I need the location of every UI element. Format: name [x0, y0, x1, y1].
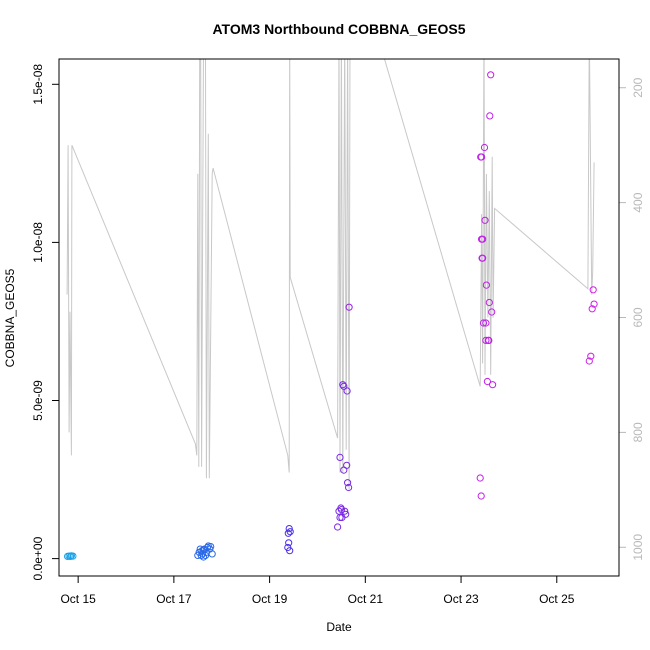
- secondary-axis-line-layer: [66, 59, 595, 490]
- secondary-series-line: [66, 59, 595, 490]
- data-point: [479, 319, 488, 327]
- data-point: [340, 382, 348, 390]
- data-point: [343, 461, 351, 469]
- data-point: [482, 336, 490, 344]
- right-tick-label: 400: [631, 192, 645, 212]
- y-tick-label: 5.0e-09: [31, 380, 45, 421]
- data-point: [478, 254, 486, 262]
- data-point: [489, 381, 497, 389]
- y-tick-label: 0.0e+00: [31, 536, 45, 580]
- x-tick-label: Oct 25: [539, 592, 575, 606]
- x-tick-label: Oct 17: [156, 592, 192, 606]
- data-point: [336, 513, 344, 522]
- data-point: [285, 525, 293, 533]
- x-tick-label: Oct 15: [60, 592, 96, 606]
- data-point: [480, 143, 489, 152]
- x-tick-label: Oct 21: [348, 592, 384, 606]
- data-point: [336, 453, 344, 461]
- data-point: [588, 305, 596, 313]
- data-point: [286, 547, 294, 555]
- right-tick-label: 200: [631, 77, 645, 97]
- x-tick-label: Oct 23: [443, 592, 479, 606]
- data-point: [483, 377, 491, 386]
- data-point: [345, 303, 353, 311]
- data-point: [286, 528, 294, 536]
- x-axis-label: Date: [326, 620, 352, 634]
- right-tick-label: 600: [631, 307, 645, 327]
- data-point: [587, 352, 595, 360]
- data-point: [342, 510, 350, 518]
- y-axis-label: COBBNA_GEOS5: [3, 268, 17, 367]
- y-tick-label: 1.5e-08: [31, 64, 45, 105]
- data-point: [476, 474, 484, 482]
- data-point: [487, 71, 495, 79]
- data-point: [284, 529, 292, 537]
- data-point: [344, 479, 352, 487]
- chart-title: ATOM3 Northbound COBBNA_GEOS5: [212, 21, 465, 37]
- data-point: [66, 552, 75, 561]
- data-point: [337, 506, 345, 514]
- data-point: [69, 552, 77, 560]
- right-tick-label: 1000: [631, 534, 645, 561]
- data-point: [485, 298, 493, 307]
- y-tick-label: 1.0e-08: [31, 222, 45, 263]
- data-point: [479, 235, 487, 243]
- data-point: [345, 483, 353, 492]
- data-point: [488, 308, 496, 316]
- data-point: [477, 492, 485, 500]
- data-point: [285, 539, 293, 547]
- data-point: [477, 153, 485, 161]
- data-point: [208, 550, 216, 558]
- data-point: [207, 543, 215, 551]
- data-point: [481, 216, 489, 224]
- data-points-layer: [64, 71, 598, 561]
- data-point: [590, 300, 598, 308]
- x-tick-label: Oct 19: [252, 592, 288, 606]
- data-point: [482, 319, 490, 327]
- plot-frame: [58, 58, 620, 577]
- data-point: [341, 507, 349, 515]
- right-tick-label: 800: [631, 422, 645, 442]
- data-point: [339, 381, 347, 389]
- data-point: [486, 112, 494, 120]
- data-point: [334, 523, 342, 531]
- data-point: [589, 286, 597, 294]
- data-point: [343, 387, 351, 395]
- data-point: [485, 336, 493, 344]
- data-point: [482, 281, 490, 289]
- data-point: [585, 357, 593, 365]
- data-point: [199, 546, 208, 554]
